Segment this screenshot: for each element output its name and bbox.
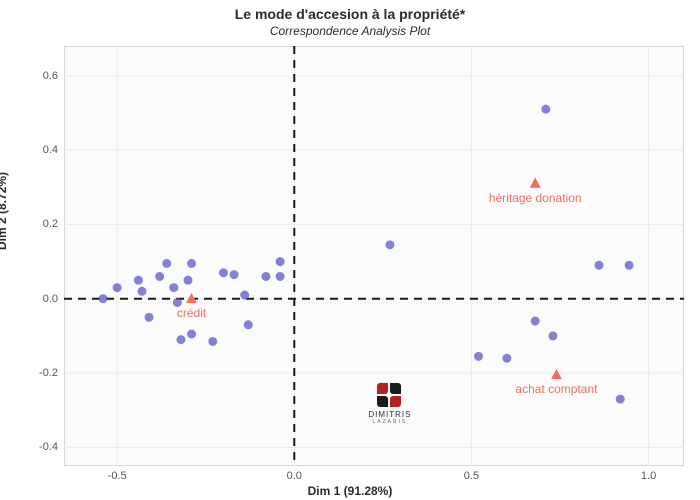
y-tick-label: -0.4 (39, 441, 58, 453)
x-tick-label: 1.0 (641, 470, 656, 482)
x-axis-label: Dim 1 (91.28%) (0, 484, 700, 498)
y-axis-label: Dim 2 (8.72%) (0, 172, 9, 250)
x-tick-label: 0.5 (464, 470, 479, 482)
y-tick-label: -0.2 (39, 367, 58, 379)
chart-title: Le mode d'accesion à la propriété* (0, 6, 700, 22)
y-tick-label: 0.0 (43, 293, 58, 305)
y-tick-label: 0.6 (43, 70, 58, 82)
x-tick-label: 0.0 (287, 470, 302, 482)
x-tick-label: -0.5 (108, 470, 127, 482)
y-tick-label: 0.2 (43, 218, 58, 230)
chart-subtitle: Correspondence Analysis Plot (0, 24, 700, 38)
plot-svg (64, 46, 684, 466)
plot-area: -0.50.00.51.0-0.4-0.20.00.20.40.6crédith… (64, 46, 684, 466)
y-tick-label: 0.4 (43, 144, 58, 156)
